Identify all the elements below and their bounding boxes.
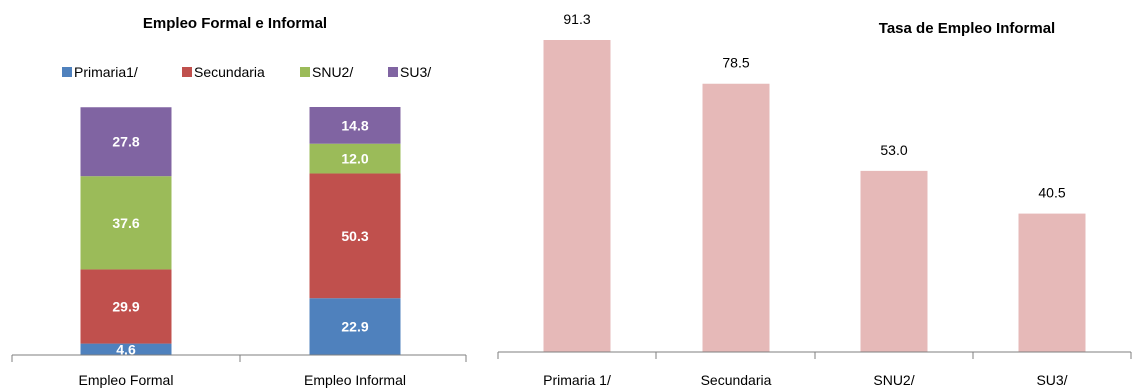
bar-segment [80,343,172,355]
legend-label: SU3/ [400,64,431,80]
legend-label: SNU2/ [312,64,353,80]
data-label: 78.5 [722,55,749,71]
category-label: Empleo Informal [304,372,406,388]
data-label: 40.5 [1038,185,1065,201]
data-label: 50.3 [341,228,368,244]
legend: Primaria1/Secundaria SNU2/SU3/ [62,64,431,80]
category-label: SU3/ [1036,372,1067,388]
bar-segment [309,143,401,174]
category-label: Primaria 1/ [543,372,611,388]
data-label: 12.0 [341,151,368,167]
bar-segment [309,298,401,355]
bar-segment [80,107,172,177]
plot-area: 4.6 29.9 37.6 27.8 22.9 50.3 12.0 14.8 [80,107,401,357]
bar [543,40,611,352]
bar-segment [80,269,172,344]
category-label: Secundaria [701,372,772,388]
data-label: 4.6 [116,341,136,357]
legend-swatch [62,67,72,77]
bar [702,83,770,352]
data-label: 53.0 [880,142,907,158]
legend-swatch [388,67,398,77]
bar-segment [80,176,172,270]
chart-title: Tasa de Empleo Informal [879,20,1055,37]
data-label: 29.9 [112,299,139,315]
category-label: SNU2/ [873,372,914,388]
data-label: 27.8 [112,134,139,150]
legend-label: Secundaria [194,64,265,80]
bar-segment [309,107,401,144]
data-label: 14.8 [341,117,368,133]
bar [860,170,928,352]
category-labels: Empleo Formal Empleo Informal [79,372,406,388]
bar-segment [309,173,401,299]
legend-label: Primaria1/ [74,64,138,80]
legend-swatch [300,67,310,77]
category-label: Empleo Formal [79,372,174,388]
bar [1018,213,1086,352]
stacked-bar-chart: Empleo Formal e Informal Primaria1/Secun… [11,15,467,388]
legend-swatch [182,67,192,77]
data-label: 91.3 [563,11,590,27]
data-label: 22.9 [341,319,368,335]
category-labels: Primaria 1/Secundaria SNU2/SU3/ [543,372,1068,388]
plot-area: 91.3 78.5 53.0 40.5 [543,11,1086,352]
bar-chart: Tasa de Empleo Informal 91.3 78.5 53.0 40.5… [497,11,1132,388]
data-label: 37.6 [112,215,139,231]
chart-title: Empleo Formal e Informal [143,15,327,32]
